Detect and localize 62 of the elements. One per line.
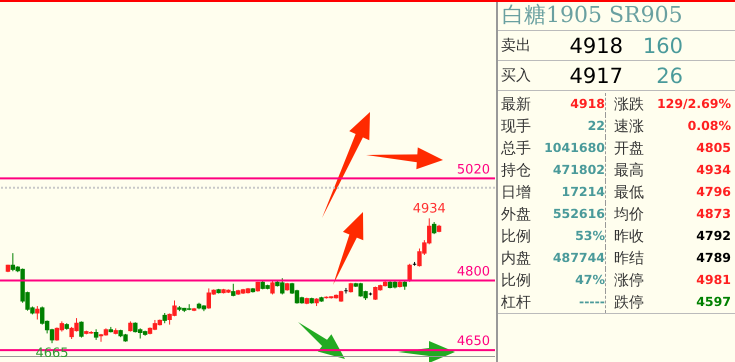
text: 4917 xyxy=(568,64,623,88)
text: 4934 xyxy=(695,161,731,179)
text: 4873 xyxy=(695,205,731,223)
text: 日增 xyxy=(501,182,532,203)
annotation: 4934 xyxy=(412,201,446,216)
text: 0.08% xyxy=(686,117,731,135)
candlestick xyxy=(231,283,236,297)
text: 26 xyxy=(655,64,683,88)
text: 552616 xyxy=(552,205,605,223)
text: 白糖1905 SR905 xyxy=(498,2,735,31)
candlestick xyxy=(35,306,40,320)
text: 17214 xyxy=(560,183,605,201)
text: 1041680 xyxy=(543,139,605,157)
text: 买入 xyxy=(501,66,532,85)
text: ----- xyxy=(578,293,605,311)
candlestick xyxy=(128,320,133,332)
text: 外盘 xyxy=(501,204,532,225)
text: 4796 xyxy=(695,183,731,201)
text: 总手 xyxy=(501,138,532,159)
text: 4789 xyxy=(695,249,731,267)
text: 比例 xyxy=(501,270,532,291)
text: 4918 xyxy=(569,95,605,113)
text: 最高 xyxy=(605,159,655,181)
text: 487744 xyxy=(552,249,605,267)
text: 开盘 xyxy=(605,137,655,159)
ref-line-label: 4800 xyxy=(456,264,490,280)
text: 最低 xyxy=(605,181,655,203)
text: 最新 xyxy=(501,94,532,115)
text: 471802 xyxy=(552,161,605,179)
text: 160 xyxy=(642,34,683,58)
text: 4918 xyxy=(568,34,623,58)
text: 现手 xyxy=(501,116,532,137)
annotation: 4665 xyxy=(35,346,69,362)
text: 4597 xyxy=(695,293,731,311)
text: 内盘 xyxy=(501,248,532,269)
text: 杠杆 xyxy=(501,292,532,313)
candlestick xyxy=(348,282,354,294)
candlestick xyxy=(407,263,412,282)
text: 持仓 xyxy=(501,160,532,181)
text: 跌停 xyxy=(605,291,655,313)
text: 53% xyxy=(574,227,605,245)
text: 22 xyxy=(586,117,605,135)
text: 卖出 xyxy=(501,36,532,55)
text: 比例 xyxy=(501,226,532,247)
text: 4805 xyxy=(695,139,731,157)
text: 均价 xyxy=(605,203,655,225)
text: 4981 xyxy=(695,271,731,289)
text: 4792 xyxy=(695,227,731,245)
candlestick xyxy=(162,312,167,324)
candlestick xyxy=(94,328,98,340)
text: 涨跌 xyxy=(605,93,655,115)
ref-line-label: 4650 xyxy=(456,334,490,350)
text: 47% xyxy=(574,271,605,289)
candlestick xyxy=(432,222,436,235)
text: 涨停 xyxy=(605,269,655,291)
text: 昨结 xyxy=(605,247,655,269)
ref-line-label: 5020 xyxy=(456,162,490,178)
text: 129/2.69% xyxy=(656,95,731,113)
candlestick xyxy=(270,280,275,295)
text: 速涨 xyxy=(605,115,655,137)
text: 昨收 xyxy=(605,225,655,247)
candlestick xyxy=(79,320,84,338)
